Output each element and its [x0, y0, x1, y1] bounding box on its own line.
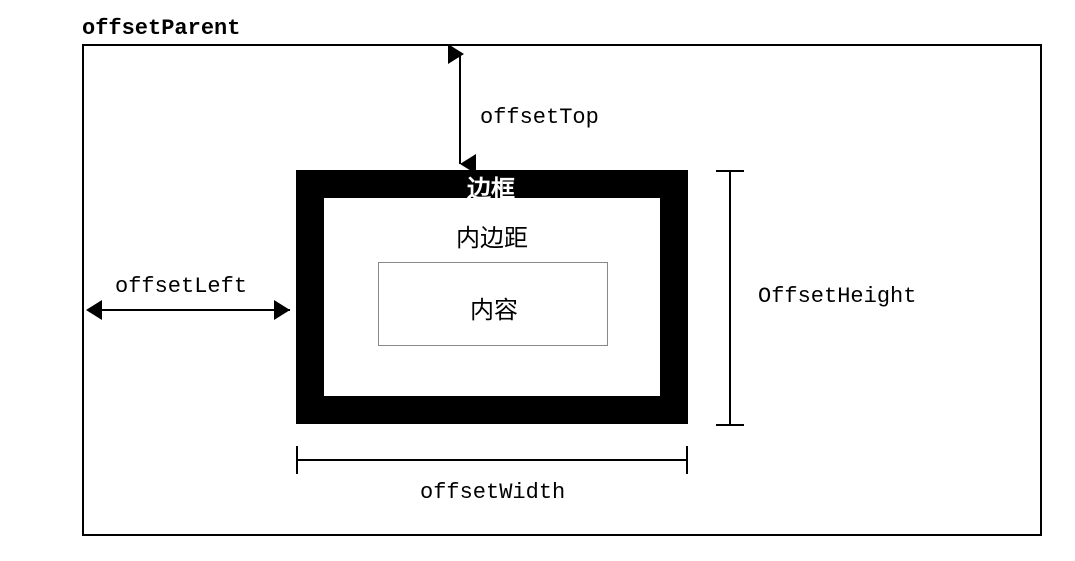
diagram-canvas: offsetParent offsetTop offsetLeft — [20, 20, 1055, 541]
arrow-offsettop — [450, 50, 470, 168]
label-offsetheight: OffsetHeight — [758, 284, 916, 309]
label-border: 边框 — [467, 169, 515, 204]
label-offsetleft: offsetLeft — [115, 274, 247, 299]
label-content: 内容 — [470, 290, 518, 325]
label-offsettop: offsetTop — [480, 105, 599, 130]
title-offsetparent: offsetParent — [82, 16, 240, 41]
dimension-offsetheight — [716, 170, 744, 426]
dimension-offsetwidth — [296, 446, 688, 474]
arrow-offsetleft — [86, 300, 294, 320]
label-offsetwidth: offsetWidth — [420, 480, 565, 505]
label-padding: 内边距 — [456, 218, 528, 253]
